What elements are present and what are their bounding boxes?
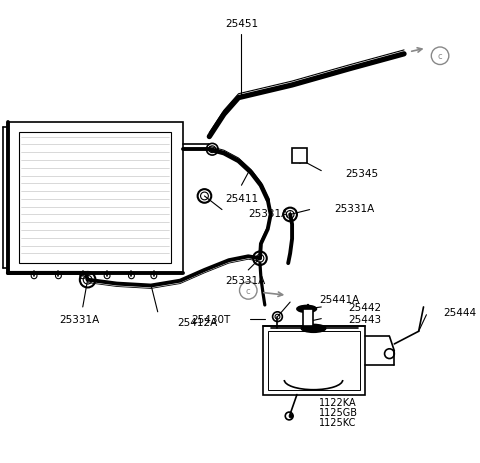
Text: 1125KC: 1125KC	[319, 417, 357, 427]
Text: c: c	[438, 52, 443, 61]
Text: 1125GB: 1125GB	[319, 407, 359, 417]
Text: 25442: 25442	[348, 302, 382, 312]
Text: 25345: 25345	[346, 168, 379, 178]
Text: 25331A: 25331A	[334, 203, 374, 213]
Ellipse shape	[307, 326, 320, 331]
Bar	[8, 123, 183, 273]
Text: 25451: 25451	[225, 19, 258, 29]
Text: 1122KA: 1122KA	[319, 398, 357, 407]
Text: 25411: 25411	[225, 194, 258, 203]
Bar	[292, 149, 307, 163]
Ellipse shape	[301, 325, 325, 332]
Bar	[303, 309, 312, 327]
Text: 25443: 25443	[348, 314, 382, 324]
Circle shape	[289, 414, 293, 418]
Text: 25331A: 25331A	[225, 275, 265, 285]
Text: 25331A: 25331A	[60, 314, 100, 324]
Text: 25430T: 25430T	[192, 314, 231, 324]
Bar	[268, 332, 360, 390]
Text: 25331A: 25331A	[248, 208, 288, 218]
Ellipse shape	[297, 306, 316, 313]
Text: 25444: 25444	[443, 307, 476, 317]
Text: 25441A: 25441A	[319, 294, 360, 305]
Text: 25412A: 25412A	[177, 317, 217, 327]
Bar	[263, 327, 365, 395]
Bar	[20, 132, 171, 263]
Text: c: c	[246, 286, 251, 295]
